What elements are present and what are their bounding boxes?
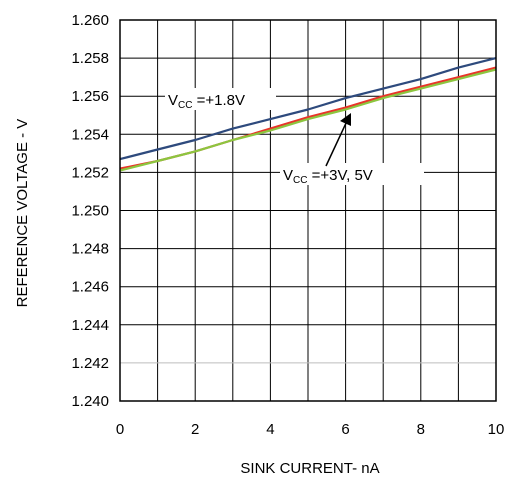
x-tick-label: 2 <box>191 421 199 438</box>
y-tick-label: 1.254 <box>71 126 109 143</box>
series-group <box>119 57 497 172</box>
y-tick-label: 1.252 <box>71 164 109 181</box>
x-tick-labels: 0 2 4 6 8 10 <box>116 421 505 438</box>
x-tick-label: 10 <box>488 421 505 438</box>
y-tick-labels: 1.240 1.242 1.244 1.246 1.248 1.250 1.252 1.254… <box>71 12 109 410</box>
y-tick-label: 1.250 <box>71 203 109 220</box>
y-tick-label: 1.256 <box>71 88 109 105</box>
x-tick-label: 0 <box>116 421 124 438</box>
x-tick-label: 6 <box>341 421 349 438</box>
grid <box>119 19 497 402</box>
y-tick-label: 1.246 <box>71 279 109 296</box>
x-tick-label: 4 <box>266 421 274 438</box>
annotation-bg <box>280 163 424 185</box>
y-tick-label: 1.260 <box>71 12 109 29</box>
annotation-vcc-3-5: VCC =+3V, 5V <box>283 167 373 186</box>
y-tick-label: 1.244 <box>71 317 109 334</box>
y-tick-label: 1.240 <box>71 393 109 410</box>
y-tick-label: 1.242 <box>71 355 109 372</box>
y-axis-label: REFERENCE VOLTAGE - V <box>14 119 31 308</box>
annotation-bg <box>165 88 276 110</box>
y-tick-label: 1.248 <box>71 241 109 258</box>
y-tick-label: 1.258 <box>71 50 109 67</box>
x-tick-label: 8 <box>417 421 425 438</box>
annotation-vcc-1-8: VCC =+1.8V <box>168 92 245 111</box>
series-line <box>119 57 497 161</box>
annotation-arrow <box>325 120 348 167</box>
series-line <box>119 68 497 172</box>
plot-border <box>119 19 497 402</box>
x-axis-label: SINK CURRENT- nA <box>240 460 379 477</box>
arrow-head <box>340 113 351 126</box>
